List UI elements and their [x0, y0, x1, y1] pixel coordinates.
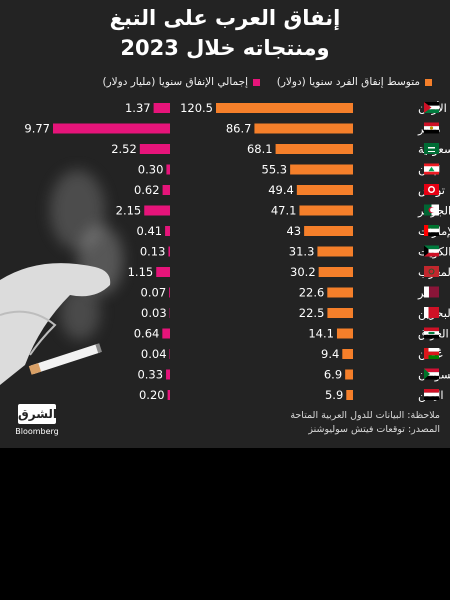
total-value-label: 0.13: [140, 245, 166, 259]
per-capita-bar: [254, 123, 353, 134]
per-capita-bar: [304, 226, 353, 236]
asharq-bloomberg-logo: الشرق Bloomberg: [14, 402, 60, 440]
per-capita-value-label: 55.3: [262, 163, 288, 177]
per-capita-bar: [327, 287, 353, 298]
per-capita-bar: [299, 205, 353, 216]
flag-iraq-icon: [424, 327, 439, 339]
per-capita-value-label: 9.4: [321, 347, 339, 361]
total-value-label: 9.77: [24, 122, 50, 136]
total-value-label: 2.52: [111, 142, 137, 156]
total-value-label: 0.62: [134, 183, 160, 197]
total-spend-bar: [166, 369, 170, 380]
total-value-label: 0.20: [139, 388, 165, 402]
total-value-label: 2.15: [116, 204, 142, 218]
per-capita-bar: [345, 369, 353, 380]
total-value-label: 0.41: [136, 224, 162, 238]
total-spend-bar: [162, 185, 170, 195]
flag-egypt-icon: [424, 122, 439, 134]
total-value-label: 0.30: [138, 163, 164, 177]
per-capita-bar: [216, 103, 353, 113]
flag-algeria-icon: [424, 204, 439, 216]
total-spend-bar: [167, 390, 170, 400]
footer-note: ملاحظة: البيانات للدول العربية المتاحة: [290, 410, 440, 421]
total-value-label: 1.15: [128, 265, 154, 279]
flag-tunisia-icon: [424, 184, 439, 195]
hand-cigarette-illustration: [0, 263, 111, 385]
per-capita-bar: [317, 246, 353, 257]
total-spend-bar: [169, 287, 170, 298]
footer-source: المصدر: توقعات فيتش سوليوشنز: [308, 424, 440, 435]
per-capita-value-label: 43: [286, 224, 301, 238]
title-line-2: ومنتجاته خلال 2023: [120, 36, 330, 60]
per-capita-value-label: 6.9: [324, 368, 342, 382]
per-capita-value-label: 30.2: [290, 265, 316, 279]
total-value-label: 0.04: [141, 347, 167, 361]
flag-qatar-icon: [424, 286, 439, 298]
legend-total: إجمالي الإنفاق سنويا (مليار دولار): [102, 76, 260, 88]
footer-notes: ملاحظة: البيانات للدول العربية المتاحة ا…: [265, 409, 440, 437]
flag-kuwait-icon: [424, 245, 439, 257]
legend-swatch-pink: [253, 78, 260, 86]
total-value-label: 0.64: [134, 327, 160, 341]
total-spend-bar: [153, 103, 170, 113]
total-spend-bar: [168, 246, 170, 257]
per-capita-value-label: 47.1: [271, 204, 297, 218]
per-capita-value-label: 22.5: [299, 306, 325, 320]
flag-yemen-icon: [424, 389, 439, 400]
total-value-label: 0.07: [141, 286, 167, 300]
legend-total-label: إجمالي الإنفاق سنويا (مليار دولار): [102, 76, 248, 88]
per-capita-bar: [346, 390, 353, 400]
per-capita-bar: [336, 328, 353, 339]
logo-main-text: الشرق: [18, 404, 57, 424]
flag-oman-icon: [424, 348, 439, 359]
per-capita-value-label: 14.1: [308, 327, 334, 341]
total-value-label: 0.33: [137, 368, 163, 382]
per-capita-bar: [342, 349, 353, 359]
per-capita-bar: [318, 267, 353, 277]
total-spend-bar: [144, 205, 170, 216]
flag-bahrain-icon: [424, 307, 439, 318]
total-value-label: 1.37: [125, 101, 151, 115]
legend-per-capita-label: متوسط إنفاق الفرد سنويا (دولار): [276, 76, 420, 88]
per-capita-value-label: 86.7: [226, 122, 252, 136]
per-capita-value-label: 31.3: [289, 245, 315, 259]
per-capita-value-label: 68.1: [247, 142, 273, 156]
smoke-wisp: [50, 170, 105, 250]
total-spend-bar: [156, 267, 170, 277]
flag-uae-icon: [424, 225, 439, 236]
per-capita-value-label: 49.4: [268, 183, 294, 197]
per-capita-bar: [327, 308, 353, 318]
per-capita-bar: [275, 144, 353, 154]
total-spend-bar: [162, 328, 170, 339]
flag-saudi-arabia-icon: [424, 143, 439, 154]
infographic-card: إنفاق العرب على التبغ ومنتجاته خلال 2023…: [0, 0, 450, 448]
legend-per-capita: متوسط إنفاق الفرد سنويا (دولار): [277, 76, 432, 88]
total-value-label: 0.03: [141, 306, 167, 320]
total-spend-bar: [165, 226, 170, 236]
per-capita-value-label: 5.9: [325, 388, 343, 402]
flag-sudan-icon: [424, 368, 439, 380]
per-capita-bar: [296, 185, 353, 195]
total-spend-bar: [139, 144, 170, 154]
legend-swatch-orange: [425, 78, 432, 86]
per-capita-value-label: 120.5: [180, 101, 213, 115]
flag-jordan-icon: [424, 102, 439, 113]
logo-sub-text: Bloomberg: [15, 427, 59, 436]
title-line-1: إنفاق العرب على التبغ: [109, 6, 341, 30]
bar-chart: 120.51.37الأردن86.79.77مصر68.12.52السعود…: [24, 101, 450, 403]
flag-lebanon-icon: [424, 163, 439, 175]
per-capita-bar: [290, 164, 353, 175]
total-spend-bar: [166, 164, 170, 175]
flag-morocco-icon: [424, 266, 439, 277]
per-capita-value-label: 22.6: [299, 286, 325, 300]
total-spend-bar: [53, 123, 170, 134]
